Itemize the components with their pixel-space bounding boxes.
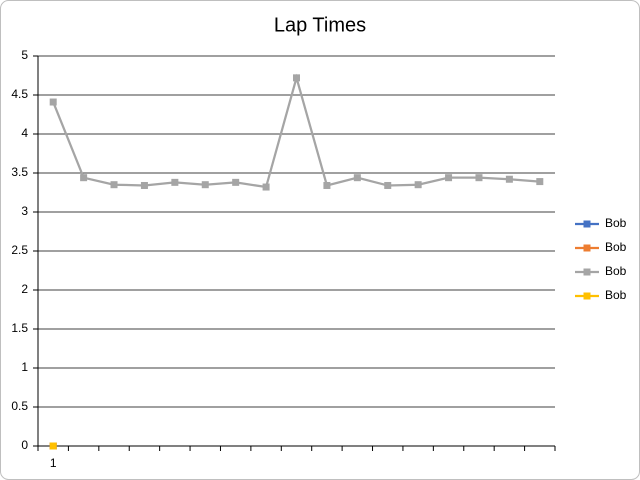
data-point bbox=[505, 175, 513, 183]
y-tick-label: 0 bbox=[21, 438, 28, 452]
data-point bbox=[536, 178, 544, 186]
data-point bbox=[49, 442, 57, 450]
data-point bbox=[323, 181, 331, 189]
data-point bbox=[293, 74, 300, 82]
y-tick-label: 0.5 bbox=[11, 399, 28, 413]
y-tick-label: 4 bbox=[21, 126, 28, 140]
legend-marker bbox=[583, 292, 591, 300]
y-tick-label: 5 bbox=[21, 48, 28, 62]
chart-title: Lap Times bbox=[274, 14, 366, 36]
data-point bbox=[475, 174, 483, 182]
data-point bbox=[445, 174, 453, 182]
y-tick-label: 4.5 bbox=[11, 87, 28, 101]
data-point bbox=[80, 174, 88, 182]
x-tick-label: 1 bbox=[50, 456, 57, 470]
data-point bbox=[110, 181, 118, 189]
legend-label: Bob bbox=[605, 264, 627, 278]
legend-marker bbox=[583, 220, 591, 228]
legend-label: Bob bbox=[605, 240, 627, 254]
y-tick-label: 2.5 bbox=[11, 243, 28, 257]
data-point bbox=[201, 181, 209, 189]
data-point bbox=[384, 181, 392, 189]
y-tick-label: 1 bbox=[21, 360, 28, 374]
data-point bbox=[353, 174, 361, 182]
data-point bbox=[232, 178, 240, 186]
data-point bbox=[414, 181, 422, 189]
legend-label: Bob bbox=[605, 288, 627, 302]
legend-label: Bob bbox=[605, 216, 627, 230]
y-tick-label: 2 bbox=[21, 282, 28, 296]
y-tick-label: 3.5 bbox=[11, 165, 28, 179]
data-point bbox=[140, 181, 148, 189]
y-tick-label: 3 bbox=[21, 204, 28, 218]
data-point bbox=[171, 178, 179, 186]
y-tick-label: 1.5 bbox=[11, 321, 28, 335]
legend-marker bbox=[583, 244, 591, 252]
data-point bbox=[262, 183, 270, 191]
legend-marker bbox=[583, 268, 591, 276]
data-point bbox=[49, 98, 57, 106]
